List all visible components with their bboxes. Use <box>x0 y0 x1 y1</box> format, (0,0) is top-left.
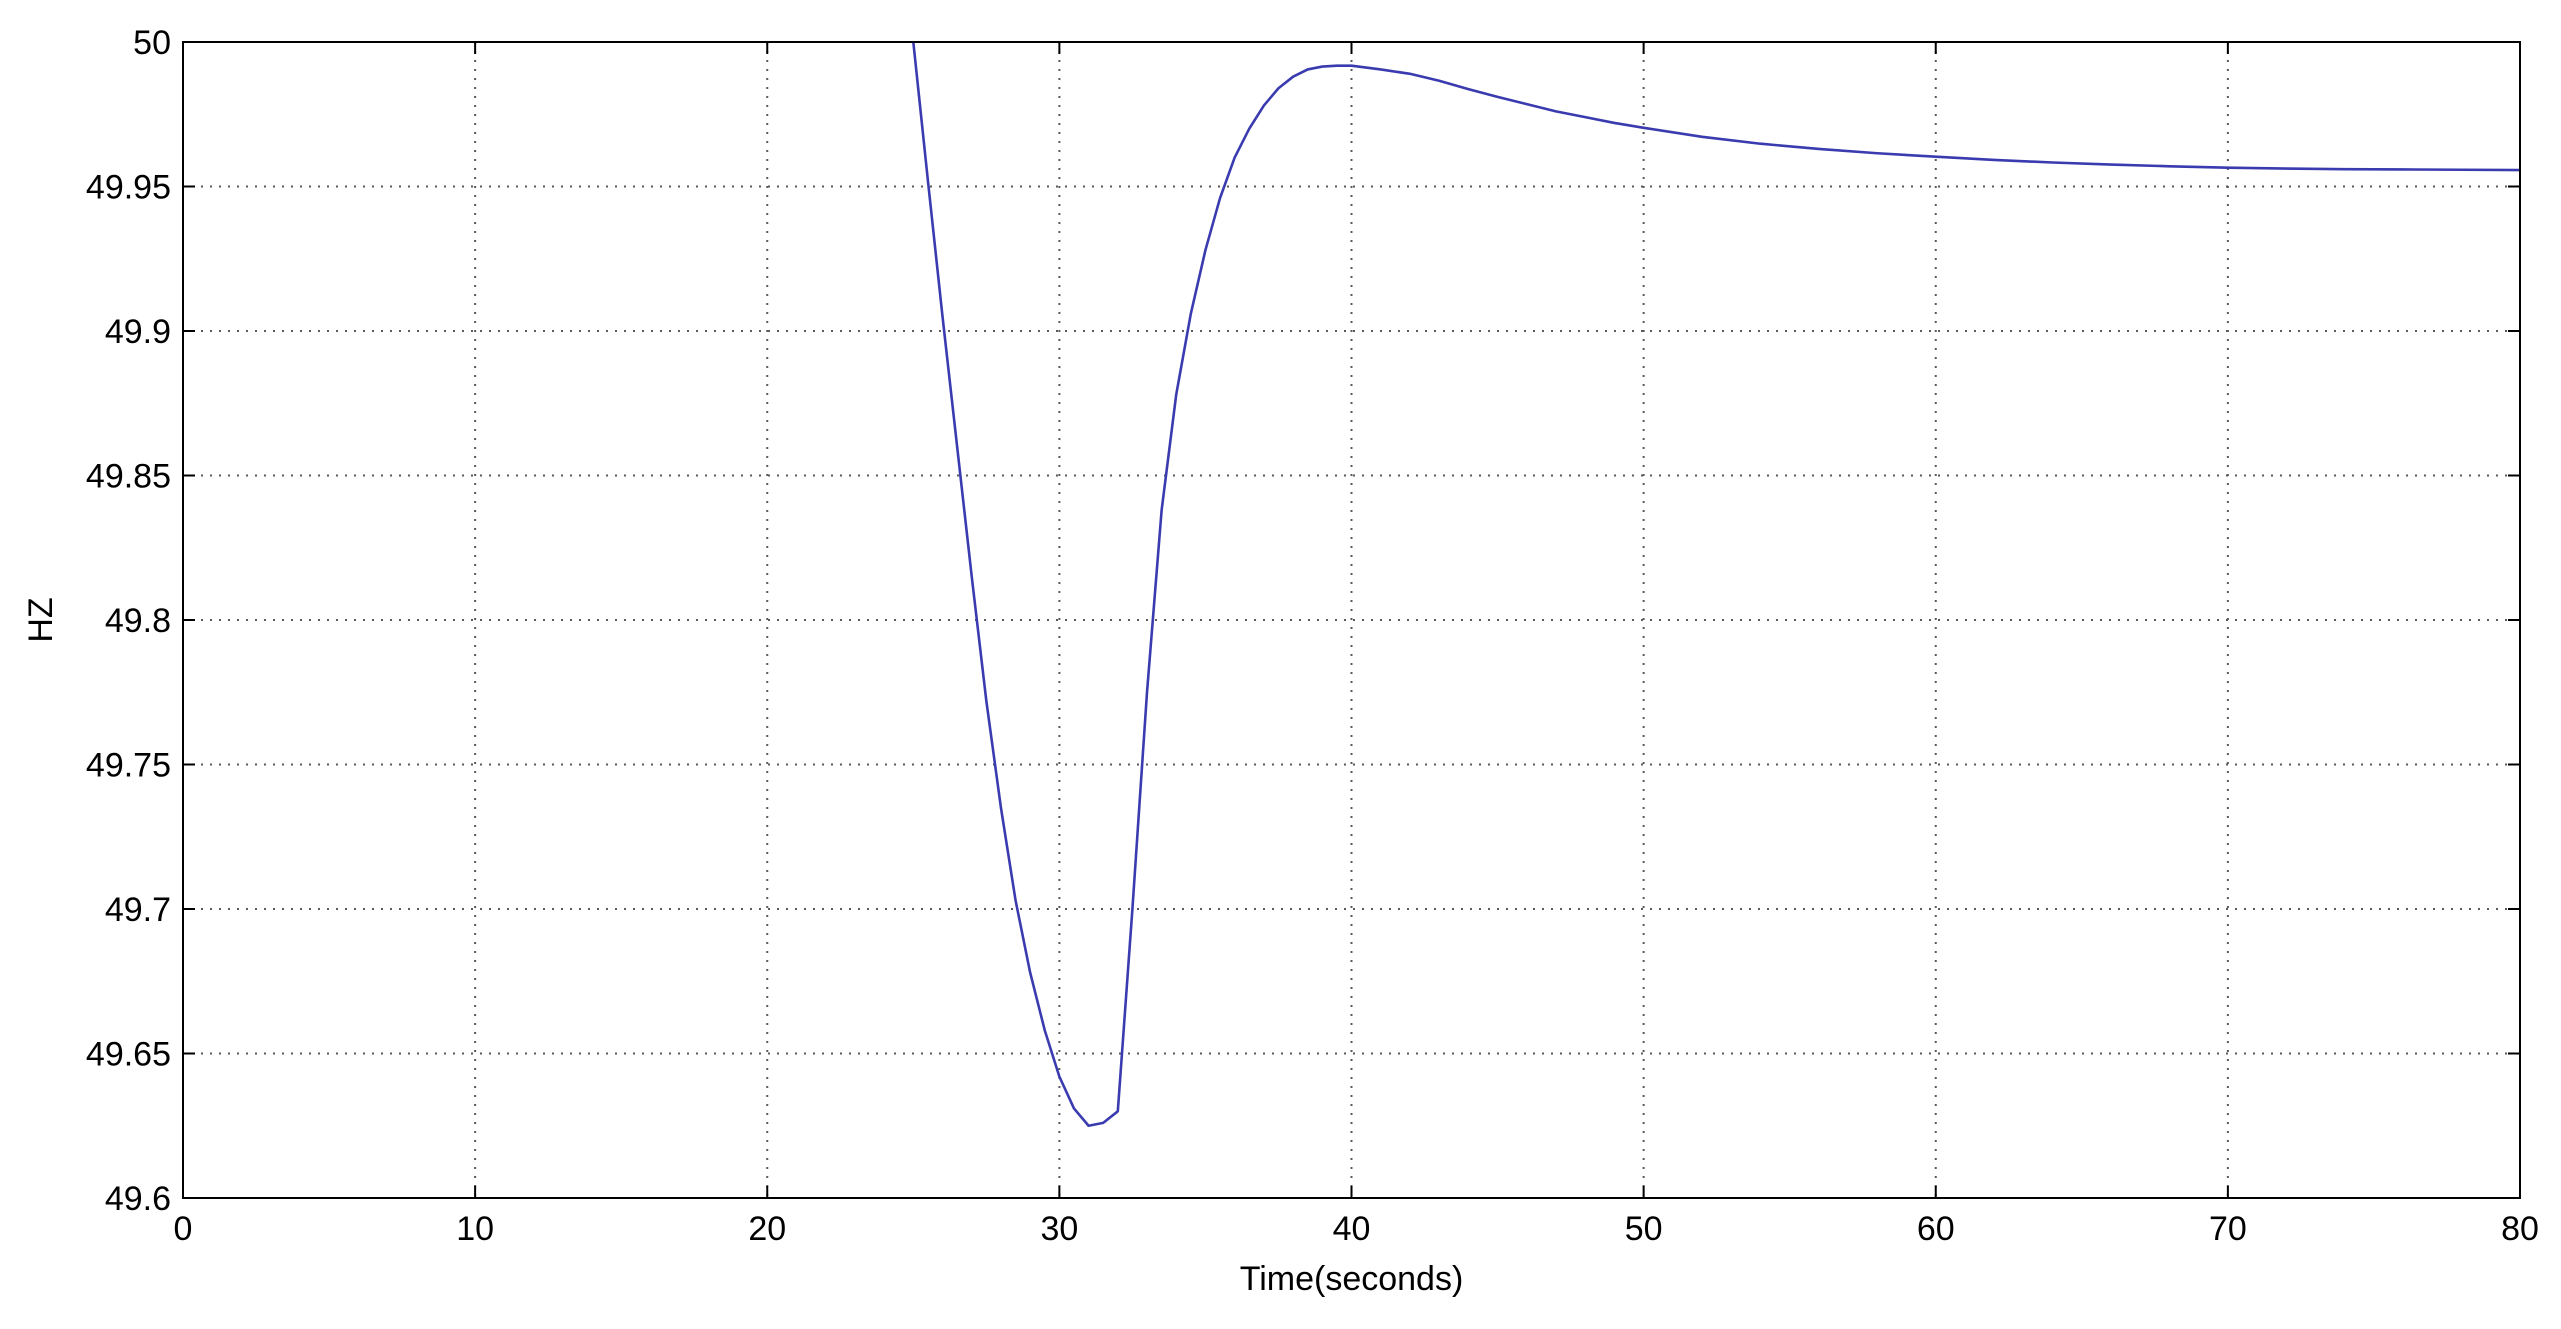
frequency-series-line <box>912 42 2520 1128</box>
y-tick-label: 49.85 <box>86 458 171 496</box>
x-tick-labels: 0 10 20 30 40 50 60 70 80 <box>174 1210 2539 1248</box>
x-tick-label: 20 <box>748 1210 786 1248</box>
y-tick-label: 50 <box>133 24 171 62</box>
y-tick-label: 49.65 <box>86 1036 171 1074</box>
x-tick-label: 70 <box>2209 1210 2247 1248</box>
grid <box>183 42 2520 1198</box>
y-tick-labels: 49.6 49.65 49.7 49.75 49.8 49.85 49.9 49.95 50 <box>86 24 171 1218</box>
x-tick-label: 50 <box>1625 1210 1663 1248</box>
plot-area <box>912 42 2520 1128</box>
y-tick-label: 49.9 <box>105 313 171 351</box>
y-axis-label: HZ <box>22 597 60 642</box>
tick-marks <box>182 41 2521 1199</box>
y-tick-label: 49.95 <box>86 169 171 207</box>
x-tick-label: 80 <box>2501 1210 2539 1248</box>
x-tick-label: 0 <box>174 1210 193 1248</box>
y-tick-label: 49.75 <box>86 747 171 785</box>
y-tick-label: 49.7 <box>105 891 171 929</box>
x-tick-label: 10 <box>456 1210 494 1248</box>
y-tick-label: 49.6 <box>105 1180 171 1218</box>
x-axis-label: Time(seconds) <box>1240 1260 1464 1298</box>
x-tick-label: 30 <box>1040 1210 1078 1248</box>
x-tick-label: 40 <box>1333 1210 1371 1248</box>
y-tick-label: 49.8 <box>105 602 171 640</box>
x-tick-label: 60 <box>1917 1210 1955 1248</box>
